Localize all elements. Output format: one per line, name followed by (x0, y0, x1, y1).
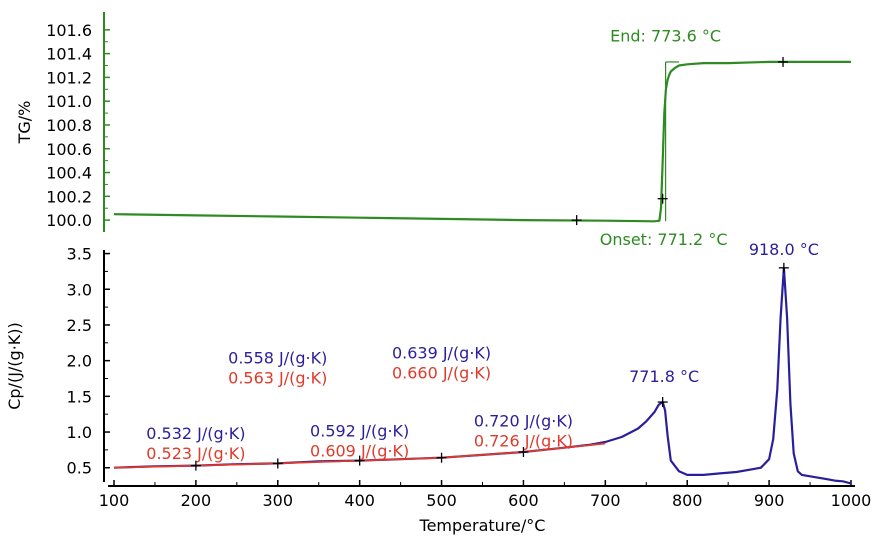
cp-panel: 0.5 1.0 1.5 2.0 2.5 3.0 3.5 Cp/(J/(g·K)) 100 200 3… (5, 240, 871, 535)
cross-marker (778, 56, 789, 67)
x-tick-label: 500 (426, 491, 457, 510)
y-tick-label: 3.0 (67, 280, 92, 299)
series-line (113, 60, 851, 223)
annotation-label: 0.563 J/(g·K) (228, 368, 327, 387)
y-tick-label: 100.0 (46, 211, 92, 230)
y-tick-label: 101.0 (46, 92, 92, 111)
annotation-label: 0.726 J/(g·K) (474, 431, 573, 450)
annotation-label: 0.720 J/(g·K) (474, 411, 573, 430)
cross-marker (272, 458, 283, 469)
tg-panel: 100.0 100.2 100.4 100.6 100.8 101.0 101.2 101.4… (15, 12, 851, 249)
y-tick-label: 101.4 (46, 45, 92, 64)
y-tick-label: 101.2 (46, 68, 92, 87)
y-tick-label: 2.5 (67, 316, 92, 335)
cross-marker (354, 455, 365, 466)
y-tick-label: 100.6 (46, 140, 92, 159)
x-tick-label: 1000 (831, 491, 872, 510)
annotation-label: 0.592 J/(g·K) (310, 421, 409, 440)
y-tick-label: 100.8 (46, 116, 92, 135)
y-tick-label: 100.4 (46, 164, 92, 183)
cross-marker (571, 215, 582, 226)
x-tick-label: 200 (181, 491, 212, 510)
annotation-label: 0.558 J/(g·K) (228, 349, 327, 368)
cross-marker (518, 447, 529, 458)
y-tick-label: 2.0 (67, 352, 92, 371)
cross-marker (778, 262, 789, 273)
annotation-label: 0.660 J/(g·K) (392, 363, 491, 382)
y-tick-label: 1.0 (67, 423, 92, 442)
y-tick-label: 1.5 (67, 387, 92, 406)
cross-marker (190, 460, 201, 471)
annotation-label: 771.8 °C (629, 367, 699, 386)
x-tick-label: 600 (508, 491, 539, 510)
annotation-label: 0.523 J/(g·K) (146, 444, 245, 463)
y-tick-label: 101.6 (46, 21, 92, 40)
x-tick-label: 700 (590, 491, 621, 510)
x-tick-label: 900 (754, 491, 785, 510)
annotation-label: 918.0 °C (749, 240, 819, 259)
cross-marker (657, 397, 668, 408)
annotation-label: 0.609 J/(g·K) (310, 441, 409, 460)
cross-marker (436, 452, 447, 463)
x-tick-label: 400 (344, 491, 375, 510)
y-tick-label: 0.5 (67, 459, 92, 478)
x-axis-title: Temperature/°C (419, 516, 546, 535)
y-tick-label: 100.2 (46, 187, 92, 206)
y-axis-title: TG/% (15, 101, 34, 145)
annotation-label: End: 773.6 °C (610, 27, 721, 46)
x-tick-label: 300 (263, 491, 294, 510)
y-axis-title: Cp/(J/(g·K)) (5, 322, 24, 410)
annotation-label: 0.639 J/(g·K) (392, 344, 491, 363)
x-tick-label: 100 (99, 491, 130, 510)
x-tick-label: 800 (672, 491, 703, 510)
annotation-label: Onset: 771.2 °C (600, 230, 728, 249)
cross-marker (657, 193, 668, 204)
annotation-label: 0.532 J/(g·K) (146, 424, 245, 443)
y-tick-label: 3.5 (67, 245, 92, 264)
